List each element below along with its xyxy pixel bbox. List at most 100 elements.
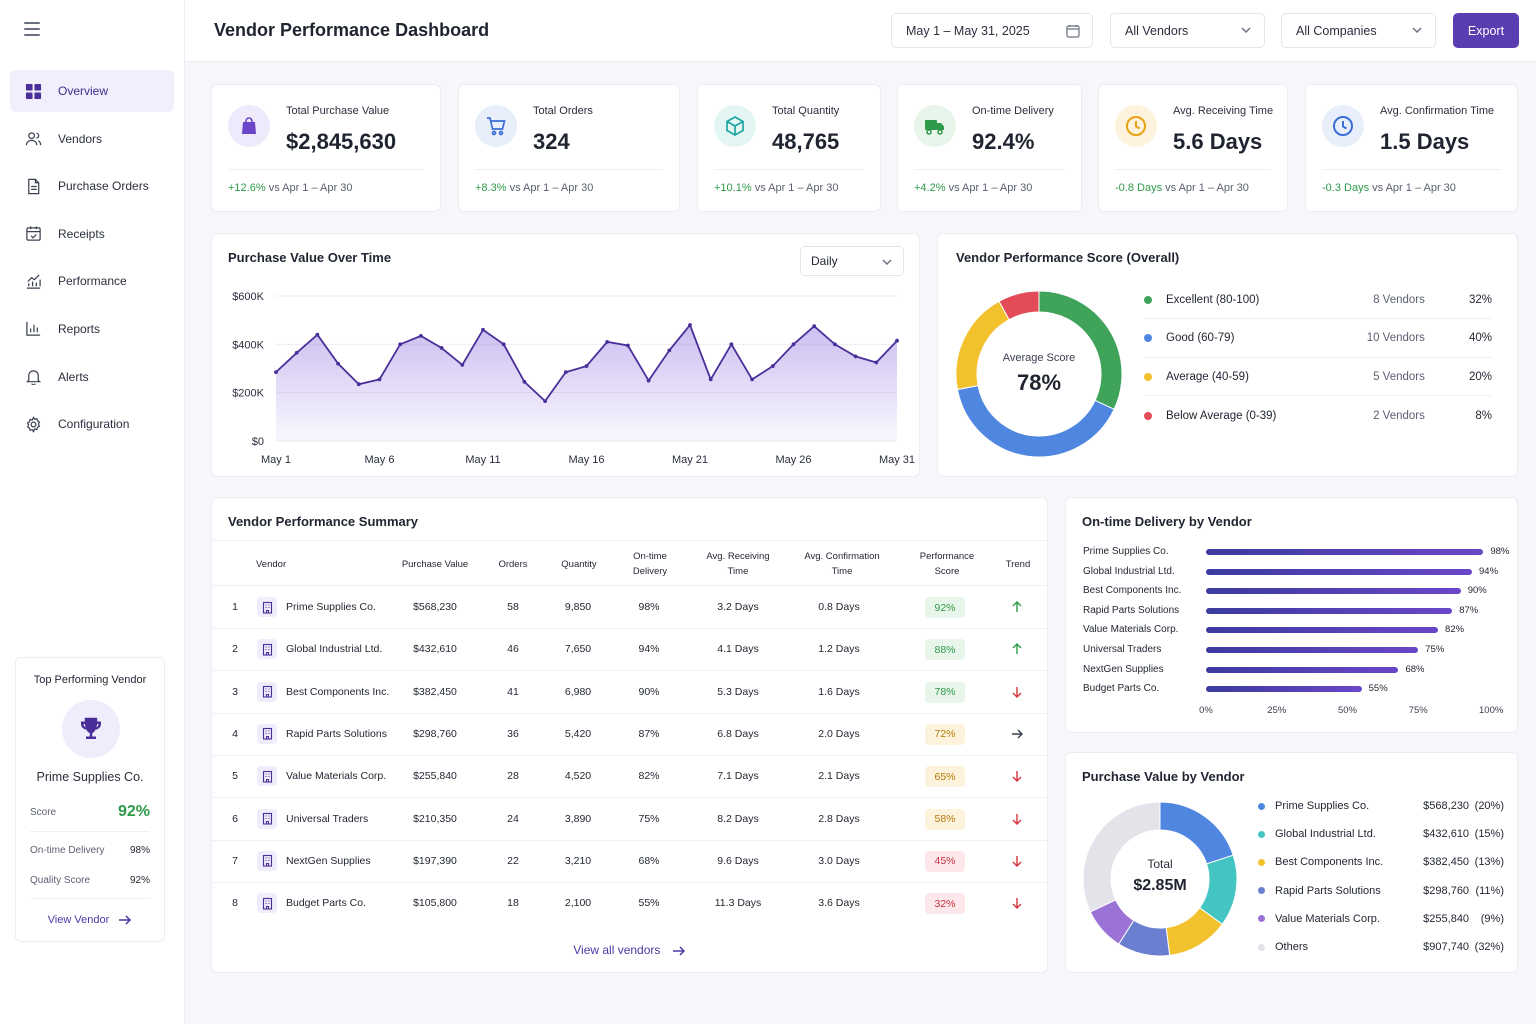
vendor-name[interactable]: Best Components Inc. (286, 685, 390, 698)
sidebar-item-alerts[interactable]: Alerts (10, 356, 174, 398)
vendor-name[interactable]: NextGen Supplies (286, 854, 371, 867)
legend-label: Rapid Parts Solutions (1275, 884, 1381, 897)
column-header-line: Avg. Receiving (706, 551, 770, 562)
column-header-line: Vendor (256, 559, 287, 570)
kpi-compare: vs Apr 1 – Apr 30 (268, 182, 353, 194)
date-range-picker[interactable]: May 1 – May 31, 2025 (891, 13, 1093, 48)
legend-dot (1258, 915, 1265, 923)
x-tick-label: 0% (1199, 705, 1213, 716)
vendor-filter-select[interactable]: All Vendors (1110, 13, 1265, 48)
kpi-compare: vs Apr 1 – Apr 30 (948, 182, 1033, 194)
legend-value: $298,760 (1423, 884, 1470, 897)
cell-conf: 2.0 Days (818, 727, 860, 740)
cell-orders: 36 (507, 727, 519, 740)
vendor-name[interactable]: Prime Supplies Co. (286, 601, 376, 613)
column-header: Orders (463, 557, 563, 572)
y-tick-label: $600K (232, 291, 264, 303)
table-row[interactable]: 5 Value Materials Corp. $255,840 28 4,520 82%… (212, 756, 1047, 799)
bar-label: Universal Traders (1083, 644, 1162, 655)
kpi-compare: vs Apr 1 – Apr 30 (1165, 182, 1249, 194)
data-point (833, 342, 837, 347)
company-filter-select[interactable]: All Companies (1281, 13, 1436, 48)
trend-up-icon (1010, 641, 1024, 657)
vendor-name[interactable]: Global Industrial Ltd. (286, 643, 383, 656)
x-tick-label: 75% (1408, 705, 1428, 716)
sidebar-item-overview[interactable]: Overview (10, 70, 174, 112)
granularity-select[interactable]: Daily (800, 246, 904, 276)
table-row[interactable]: 3 Best Components Inc. $382,450 41 6,980 90% 5… (212, 672, 1047, 714)
column-header: Performance Score (897, 549, 997, 579)
shopping-cart-icon (475, 105, 517, 147)
table-row[interactable]: 4 Rapid Parts Solutions $298,760 36 5,420 87%… (212, 714, 1047, 756)
page-title: Vendor Performance Dashboard (214, 20, 490, 40)
bar (1206, 647, 1419, 653)
table-row[interactable]: 2 Global Industrial Ltd. $432,610 46 7,650 94… (212, 629, 1047, 672)
legend-label: Best Components Inc. (1275, 856, 1384, 869)
view-all-vendors-link[interactable]: View all vendors (212, 943, 1047, 957)
cell-qty: 4,520 (564, 770, 592, 783)
legend-dot (1258, 858, 1265, 866)
sidebar-item-vendors[interactable]: Vendors (10, 118, 174, 160)
sidebar-item-purchase-orders[interactable]: Purchase Orders (10, 165, 174, 207)
score-badge: 72% (925, 723, 965, 745)
cell-recv: 6.8 Days (717, 727, 759, 740)
bar-value-label: 87% (1459, 604, 1479, 616)
sidebar-item-performance[interactable]: Performance (10, 260, 174, 302)
building-icon (257, 850, 277, 871)
cell-qty: 3,210 (564, 854, 592, 867)
kpi-value: 92.4% (972, 129, 1035, 154)
kpi-delta: +4.2% (914, 182, 946, 194)
sidebar-item-configuration[interactable]: Configuration (10, 403, 174, 445)
legend-item: Value Materials Corp. $255,840 (9%) (1258, 905, 1504, 933)
data-point (419, 333, 423, 338)
view-vendor-link[interactable]: View Vendor (16, 914, 164, 926)
building-icon (257, 808, 277, 829)
legend-dot (1258, 943, 1265, 951)
arrow-right-icon (119, 915, 132, 925)
cell-qty: 5,420 (564, 727, 592, 740)
export-button[interactable]: Export (1453, 13, 1519, 48)
on-time-label: On-time Delivery (30, 845, 105, 856)
data-point (853, 354, 858, 359)
table-row[interactable]: 7 NextGen Supplies $197,390 22 3,210 68% 9.6 D… (212, 841, 1047, 883)
sidebar-item-receipts[interactable]: Receipts (10, 213, 174, 255)
menu-icon[interactable] (24, 22, 40, 36)
legend-item: Prime Supplies Co. $568,230 (20%) (1258, 792, 1504, 820)
kpi-delta: +8.3% (475, 182, 507, 194)
sidebar-item-label: Alerts (58, 369, 89, 384)
legend-item: Others $907,740 (32%) (1258, 933, 1504, 961)
x-tick-label: May 21 (672, 454, 708, 466)
sidebar-item-reports[interactable]: Reports (10, 308, 174, 350)
data-point (356, 382, 361, 387)
legend-pct: (20%) (1474, 800, 1504, 812)
vendor-name[interactable]: Budget Parts Co. (286, 897, 366, 910)
table-row[interactable]: 1 Prime Supplies Co. $568,230 58 9,850 98% 3.2… (212, 587, 1047, 629)
cell-ontime: 55% (638, 897, 660, 910)
legend-dot (1258, 887, 1265, 895)
cell-recv: 7.1 Days (717, 770, 759, 783)
bar-label: NextGen Supplies (1083, 663, 1164, 675)
vendor-name[interactable]: Rapid Parts Solutions (286, 727, 387, 740)
cell-ontime: 75% (638, 812, 660, 825)
bar-label: Global Industrial Ltd. (1083, 565, 1175, 577)
data-point (336, 361, 340, 366)
data-point (895, 338, 899, 343)
kpi-delta: +12.6% (228, 182, 266, 194)
vendor-name[interactable]: Value Materials Corp. (286, 770, 387, 783)
kpi-card-on-time-delivery: On-time Delivery 92.4% +4.2% vs Apr 1 – Ap… (897, 84, 1082, 212)
legend-label: Global Industrial Ltd. (1275, 828, 1376, 841)
area-fill (276, 325, 897, 441)
vendor-name[interactable]: Universal Traders (286, 812, 369, 825)
cell-recv: 9.6 Days (717, 854, 759, 867)
quality-row: Quality Score 92% (30, 875, 150, 886)
purchase-value-line-chart: $0 $200K $400K $600K May 1 May 6 May 11 May 16 M… (232, 291, 915, 466)
legend-pct: (9%) (1480, 912, 1504, 925)
column-header: Quantity (529, 557, 629, 572)
table-row[interactable]: 8 Budget Parts Co. $105,800 18 2,100 55% 11.3 … (212, 883, 1047, 925)
table-row[interactable]: 6 Universal Traders $210,350 24 3,890 75% 8.2 … (212, 799, 1047, 841)
donut-slice (998, 290, 1040, 321)
arrow-right-icon (672, 946, 685, 956)
x-tick-label: May 16 (568, 454, 604, 466)
sidebar: Overview Vendors Purchase Orders Receipts Pe… (0, 0, 185, 1024)
legend-value: $568,230 (1423, 800, 1470, 812)
